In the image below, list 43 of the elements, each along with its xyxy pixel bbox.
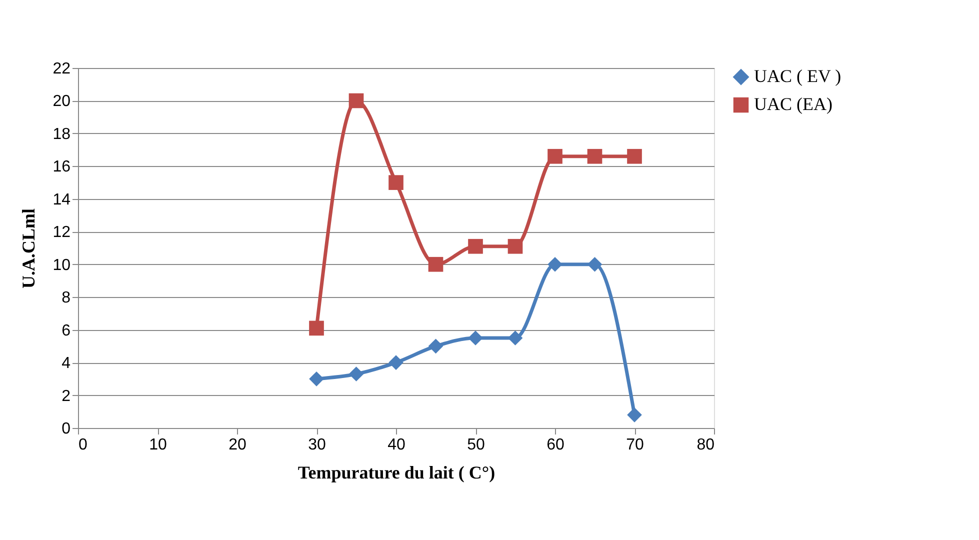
x-tick-label: 20 xyxy=(228,436,246,454)
y-tick-label: 22 xyxy=(52,60,71,78)
x-tick-label: 50 xyxy=(467,436,485,454)
y-tick-label: 10 xyxy=(52,256,71,274)
point xyxy=(508,330,523,346)
x-tick-label: 10 xyxy=(149,436,167,454)
point xyxy=(587,256,602,272)
point xyxy=(428,256,444,272)
point xyxy=(388,355,404,370)
point xyxy=(309,371,324,386)
point xyxy=(428,338,444,354)
y-tick-label: 12 xyxy=(52,224,71,242)
legend-label: UAC ( EV ) xyxy=(754,66,842,86)
y-tick-label: 18 xyxy=(52,126,71,143)
y-tick-label: 8 xyxy=(62,290,71,307)
y-tick-label: 14 xyxy=(52,191,71,208)
point xyxy=(548,256,562,272)
x-tick-label: 60 xyxy=(546,436,564,454)
y-tick-label: 2 xyxy=(62,388,71,405)
x-tick-label: 70 xyxy=(626,436,644,454)
point xyxy=(587,148,602,164)
point xyxy=(468,330,483,346)
y-tick-label: 4 xyxy=(62,355,71,372)
y-axis-title: U.A.CLml xyxy=(18,208,39,288)
point xyxy=(508,238,523,254)
y-tick-label: 0 xyxy=(62,420,71,438)
point xyxy=(627,148,642,164)
point xyxy=(388,175,404,190)
point xyxy=(309,320,324,336)
y-tick-label: 16 xyxy=(52,158,71,176)
x-tick-label: 80 xyxy=(696,436,715,454)
y-tick-label: 20 xyxy=(52,93,71,110)
x-tick-label: 30 xyxy=(308,436,326,454)
point xyxy=(348,93,364,108)
x-axis-title: Tempurature du lait ( C°) xyxy=(298,462,496,482)
legend-label: UAC (EA) xyxy=(754,94,832,114)
y-tick-label: 6 xyxy=(62,322,71,340)
point xyxy=(548,148,562,164)
point xyxy=(627,407,642,422)
point xyxy=(468,238,483,254)
x-tick-label: 40 xyxy=(388,436,406,454)
x-tick-label: 0 xyxy=(78,436,88,454)
point xyxy=(348,366,364,382)
